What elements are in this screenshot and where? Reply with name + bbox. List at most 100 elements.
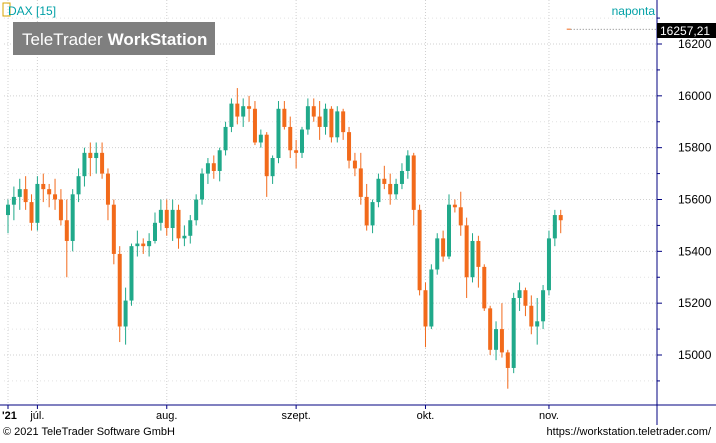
candles <box>6 28 657 389</box>
candle-body-up <box>429 269 434 327</box>
candle-body-down <box>111 204 116 254</box>
candle-body-down <box>388 183 393 195</box>
candle-body-down <box>499 329 504 353</box>
candle-body-down <box>105 173 110 205</box>
candle-body-up <box>182 235 187 239</box>
candle-body-down <box>164 209 169 229</box>
price-tick-label: 15800 <box>678 141 712 155</box>
candle-body-up <box>399 170 404 184</box>
candle-body-up <box>435 238 440 270</box>
candle-body-down <box>423 290 428 327</box>
last-price-marker: 16257,21 <box>657 23 716 38</box>
time-tick-label: okt. <box>417 410 435 422</box>
candle-body-down <box>452 204 457 208</box>
candle-body-down <box>529 305 534 327</box>
copyright-text: © 2021 TeleTrader Software GmbH <box>3 426 175 438</box>
candle-body-down <box>252 108 257 143</box>
time-axis-labels: '21 júl. aug. szept. okt. nov. <box>2 410 559 422</box>
candle-body-down <box>264 134 269 177</box>
candle-body-down <box>523 290 528 306</box>
source-url-link[interactable]: https://workstation.teletrader.com/ <box>546 426 711 438</box>
candle-body-down <box>176 209 181 239</box>
last-price-value: 16257,21 <box>660 24 710 38</box>
candle-body-down <box>347 132 352 161</box>
candle-body-up <box>6 204 10 216</box>
time-tick-label: nov. <box>539 410 559 422</box>
candle-body-up <box>76 176 81 195</box>
candle-body-up <box>11 196 16 205</box>
candle-body-up <box>194 199 199 221</box>
candle-body-up <box>300 129 304 153</box>
candle-body-up <box>17 189 22 197</box>
candle-body-down <box>417 209 422 291</box>
candle-body-up <box>129 246 134 301</box>
candle-body-up <box>546 238 551 291</box>
candle-body-up <box>394 183 399 195</box>
teletrader-watermark: TeleTrader WorkStation <box>13 22 215 55</box>
price-tick-label: 16200 <box>678 37 712 51</box>
candle-body-down <box>41 183 46 190</box>
candle-body-down <box>352 160 357 169</box>
price-tick-label: 16000 <box>678 89 712 103</box>
candle-body-down <box>411 155 416 210</box>
time-tick-label: aug. <box>156 410 177 422</box>
period-label[interactable]: naponta <box>612 4 656 18</box>
candle-body-down <box>64 220 69 241</box>
candle-body-down <box>482 266 487 309</box>
candle-body-up <box>376 178 381 203</box>
price-tick-label: 15600 <box>678 193 712 207</box>
candle-body-up <box>335 111 340 138</box>
candle-body-up <box>70 194 75 241</box>
price-tick-label: 15200 <box>678 296 712 310</box>
candle-body-down <box>558 215 563 221</box>
price-axis-labels: 15000 15200 15400 15600 15800 16000 16200 <box>678 37 712 362</box>
candle-body-up <box>511 297 516 368</box>
instrument-marker <box>2 2 11 17</box>
candle-body-up <box>188 220 193 236</box>
price-tick-label: 15400 <box>678 244 712 258</box>
candle-body-up <box>517 290 522 298</box>
watermark-background <box>13 22 215 55</box>
candle-body-down <box>211 163 216 171</box>
candle-body-down <box>341 111 346 133</box>
candle-body-down <box>464 225 469 278</box>
candle-body-down <box>282 108 287 127</box>
time-tick-label: '21 <box>2 410 17 422</box>
instrument-label[interactable]: DAX [15] <box>2 2 56 18</box>
candle-body-down <box>311 106 316 117</box>
candle-body-up <box>276 108 281 159</box>
candle-body-down <box>505 352 510 368</box>
candle-body-up <box>94 152 99 159</box>
candle-body-up <box>135 243 140 247</box>
watermark-brand-bold: WorkStation <box>108 30 208 49</box>
candle-body-down <box>88 152 93 159</box>
candle-body-up <box>241 106 246 117</box>
candle-body-down <box>488 308 493 350</box>
gridlines <box>4 0 662 409</box>
candle-body-up <box>494 329 499 350</box>
candle-body-down <box>458 207 463 226</box>
candle-body-up <box>147 240 152 247</box>
candle-body-up <box>82 152 87 177</box>
candle-body-up <box>552 215 557 239</box>
candle-body-up <box>217 150 222 171</box>
candle-body-down <box>117 253 122 327</box>
candle-body-up <box>470 240 475 278</box>
candle-body-up <box>405 155 410 171</box>
candle-body-up <box>270 158 275 177</box>
last-price-box <box>657 23 716 38</box>
candle-body-down <box>317 116 322 127</box>
time-tick-label: szept. <box>281 410 310 422</box>
candle-body-down <box>441 238 446 257</box>
candle-body-up <box>305 106 310 130</box>
candle-body-down <box>247 106 252 109</box>
candle-body-down <box>294 150 299 153</box>
candle-body-down <box>382 178 387 184</box>
candle-body-down <box>358 168 363 197</box>
candle-body-up <box>535 321 540 327</box>
candle-body-up <box>370 202 375 226</box>
candle-body-up <box>170 209 175 229</box>
candle-body-up <box>229 103 234 127</box>
